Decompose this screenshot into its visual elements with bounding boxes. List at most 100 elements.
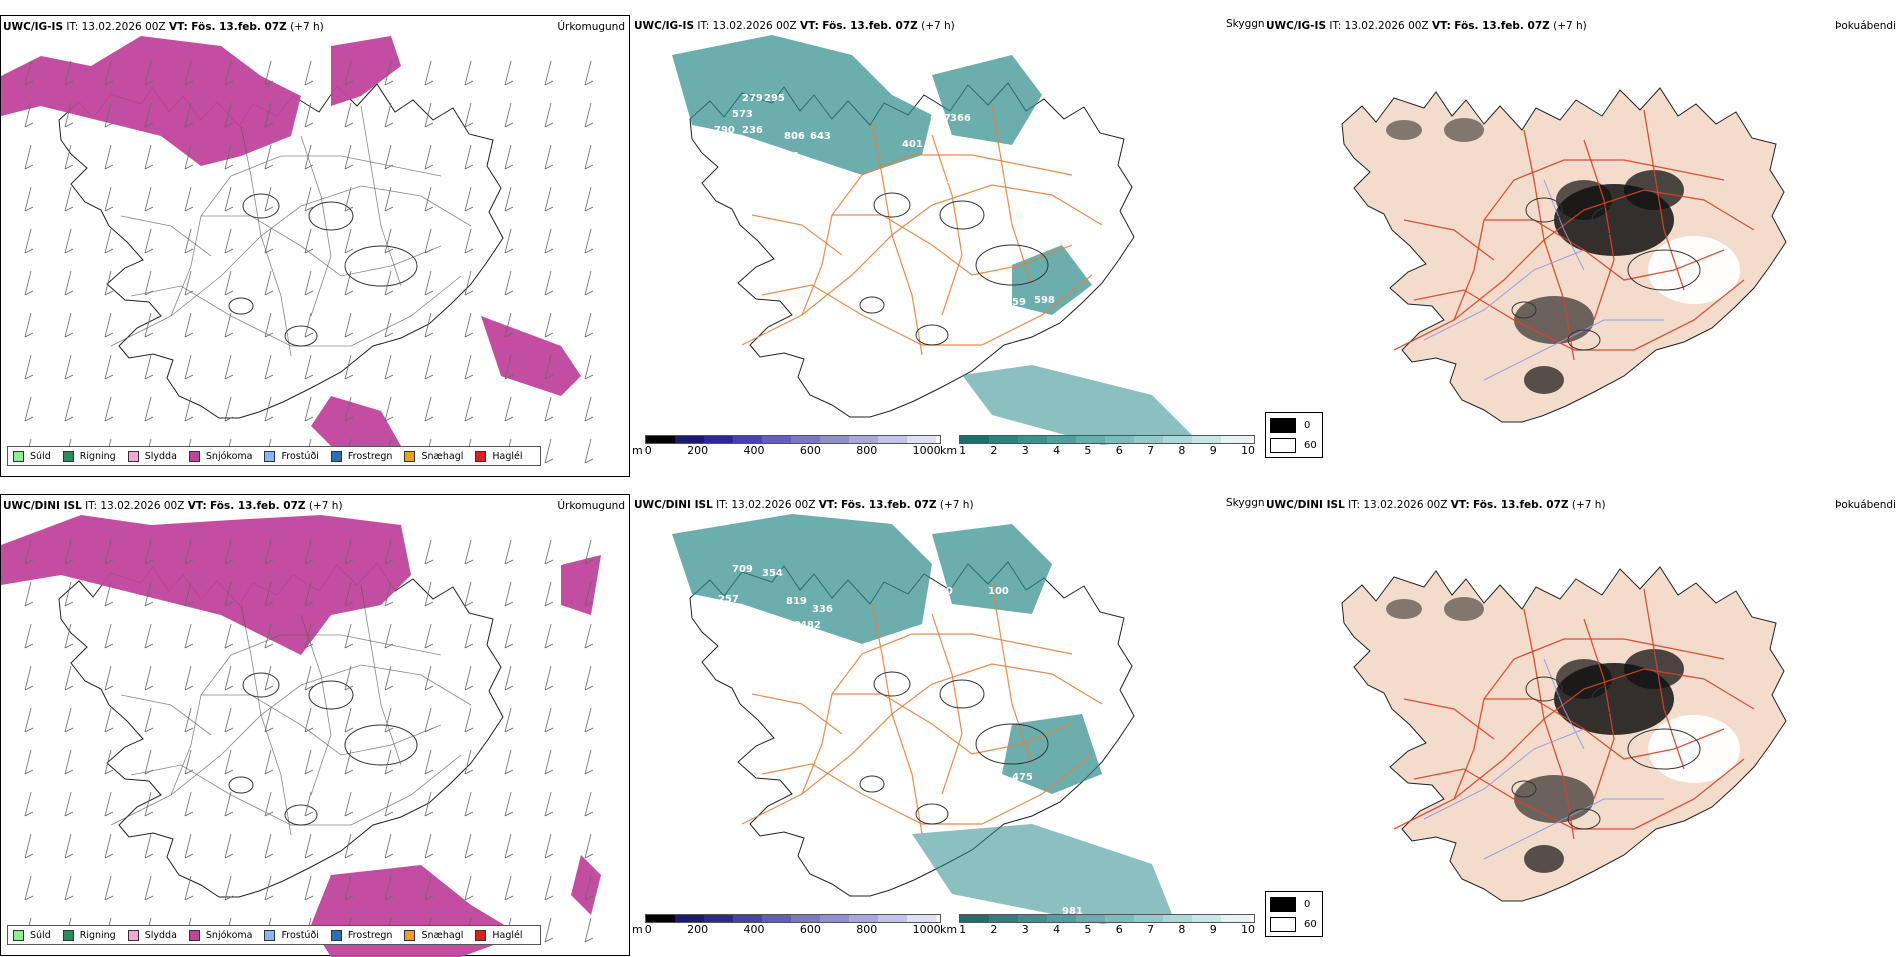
precip-type-panel-2: UWC/DINI ISL IT: 13.02.2026 00Z VT: Fös.…: [0, 494, 631, 957]
colorbar-body: 1 2 3 4 5 6 7 8 9 10: [959, 914, 1256, 936]
fog-map[interactable]: [1264, 494, 1900, 934]
wind-barb: [344, 581, 352, 607]
glacier-outline: [228, 297, 254, 315]
wind-barb: [64, 581, 72, 607]
legend-item: Haglél: [475, 450, 523, 462]
wind-barb-feather: [344, 727, 354, 733]
colorbar-segment: [819, 915, 849, 922]
wind-barb: [344, 228, 352, 254]
wind-barb: [504, 186, 512, 212]
glacier-outline: [344, 724, 418, 766]
wind-barb-feather: [144, 416, 154, 422]
road-line: [1523, 608, 1575, 840]
wind-barb-feather: [384, 727, 394, 733]
wind-barb-feather: [584, 769, 594, 775]
wind-barb: [384, 665, 392, 691]
wind-barb-feather: [544, 332, 554, 338]
wind-barb: [464, 60, 472, 86]
wind-barb: [64, 833, 72, 859]
road-line: [871, 603, 923, 835]
wind-barb-feather: [464, 248, 474, 254]
wind-barb-feather: [384, 643, 394, 649]
colorbar-segment: [848, 915, 878, 922]
wind-barb: [584, 354, 592, 380]
wind-barb: [424, 102, 432, 128]
snow-area: [331, 36, 401, 106]
wind-barb: [184, 102, 192, 128]
wind-barb-feather: [304, 769, 314, 775]
wind-barb-feather: [424, 643, 434, 649]
legend-label: Frostúði: [281, 929, 319, 941]
wind-barb-feather: [104, 416, 114, 422]
fog-area: [1624, 170, 1684, 210]
wind-barb-feather: [144, 853, 154, 859]
wind-barb: [144, 144, 152, 170]
wind-barb-feather: [264, 685, 274, 691]
wind-barb-feather: [24, 727, 34, 733]
legend-label: Súld: [30, 450, 51, 462]
wind-barb: [464, 833, 472, 859]
wind-barb: [384, 581, 392, 607]
wind-barb-feather: [544, 811, 554, 817]
road-line: [801, 154, 1073, 316]
panel-title: UWC/DINI ISL IT: 13.02.2026 00Z VT: Fös.…: [1266, 499, 1606, 511]
wind-barb: [504, 581, 512, 607]
wind-barb-feather: [344, 80, 354, 86]
wind-barb: [104, 623, 112, 649]
colorbar-tick: 8: [1178, 923, 1186, 936]
legend-swatch: [475, 450, 487, 462]
value-label: 59: [1012, 297, 1026, 308]
road-line: [201, 215, 442, 277]
wind-barb: [304, 312, 312, 338]
wind-barb-feather: [544, 559, 554, 565]
colorbar-tick: 1: [959, 444, 967, 457]
colorbar-segment: [848, 436, 878, 443]
wind-barb-feather: [424, 685, 434, 691]
wind-barb-feather: [584, 559, 594, 565]
wind-barb-feather: [544, 895, 554, 901]
fog-map[interactable]: [1264, 15, 1900, 455]
precip-map[interactable]: [1, 495, 631, 957]
wind-barb-feather: [344, 769, 354, 775]
wind-barb: [24, 396, 32, 422]
road-line: [1453, 638, 1725, 800]
panel-variable-name: Þokuábendi: [1835, 20, 1896, 32]
road-line: [1643, 109, 1685, 291]
legend-swatch: [188, 450, 200, 462]
value-label: 380: [780, 620, 801, 631]
wind-barb: [544, 228, 552, 254]
wind-barb: [64, 665, 72, 691]
wind-barb-feather: [264, 601, 274, 607]
wind-barb-feather: [504, 164, 514, 170]
low-visibility-area: [1002, 714, 1102, 794]
glacier-outline: [284, 325, 318, 347]
river-line: [1423, 728, 1585, 820]
visibility-panel-2: UWC/DINI ISL IT: 13.02.2026 00Z VT: Fös.…: [632, 494, 1262, 956]
fog-panel-2: UWC/DINI ISL IT: 13.02.2026 00Z VT: Fös.…: [1264, 494, 1900, 956]
wind-barb: [224, 707, 232, 733]
wind-barb: [304, 665, 312, 691]
colorbar-tick: 400: [743, 444, 765, 457]
wind-barb-feather: [24, 164, 34, 170]
value-label: 751: [928, 125, 949, 136]
wind-barb-feather: [464, 164, 474, 170]
wind-barb: [224, 833, 232, 859]
wind-barb-feather: [344, 559, 354, 565]
wind-barb: [584, 833, 592, 859]
wind-barb-feather: [424, 811, 434, 817]
value-label: 236: [742, 125, 763, 136]
wind-barb: [504, 539, 512, 565]
wind-barb: [424, 581, 432, 607]
colorbar-tick: 3: [1021, 923, 1029, 936]
wind-barb-feather: [504, 685, 514, 691]
land-area: [1341, 566, 1787, 902]
wind-barb-feather: [544, 290, 554, 296]
wind-barb-feather: [24, 80, 34, 86]
precip-map[interactable]: [1, 16, 631, 478]
wind-barb: [224, 354, 232, 380]
wind-barb-feather: [224, 374, 234, 380]
wind-barb-feather: [104, 727, 114, 733]
wind-barb: [64, 102, 72, 128]
